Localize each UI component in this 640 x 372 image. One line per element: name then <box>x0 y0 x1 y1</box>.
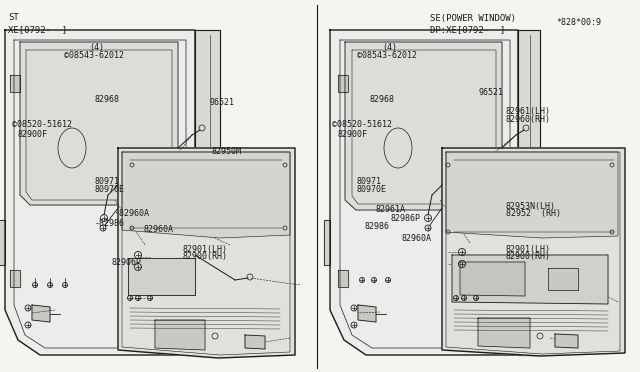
Polygon shape <box>128 258 195 295</box>
Text: 80970E: 80970E <box>356 185 387 194</box>
Text: 82968: 82968 <box>370 95 395 104</box>
Text: 82960A: 82960A <box>402 234 432 243</box>
Text: 82901(LH): 82901(LH) <box>182 246 227 254</box>
Text: 82986P: 82986P <box>390 214 420 223</box>
Text: 82900(RH): 82900(RH) <box>182 252 227 261</box>
Text: 82950M: 82950M <box>211 147 241 156</box>
Polygon shape <box>548 268 578 290</box>
Text: ST: ST <box>8 13 19 22</box>
Text: ©08543-62012: ©08543-62012 <box>357 51 417 60</box>
Text: 80971: 80971 <box>356 177 381 186</box>
Text: 82906P: 82906P <box>112 258 142 267</box>
Polygon shape <box>338 75 348 92</box>
Polygon shape <box>10 75 20 92</box>
Text: 82952  (RH): 82952 (RH) <box>506 209 561 218</box>
Text: ©08520-51612: ©08520-51612 <box>12 120 72 129</box>
Text: 82960(RH): 82960(RH) <box>506 115 550 124</box>
Text: 96521: 96521 <box>479 88 504 97</box>
Text: 80970E: 80970E <box>95 185 125 194</box>
Text: 82900F: 82900F <box>18 130 48 139</box>
Text: 82986: 82986 <box>365 222 390 231</box>
Text: DP:XE[0792-  ]: DP:XE[0792- ] <box>430 26 505 35</box>
Text: (4): (4) <box>90 43 104 52</box>
Text: ©08520-51612: ©08520-51612 <box>332 120 392 129</box>
Text: 80971: 80971 <box>95 177 120 186</box>
Polygon shape <box>345 42 502 210</box>
Text: XE[0792-  ]: XE[0792- ] <box>8 26 67 35</box>
Polygon shape <box>358 305 376 322</box>
Text: ©08543-62012: ©08543-62012 <box>64 51 124 60</box>
Text: 82961A: 82961A <box>376 205 406 214</box>
Polygon shape <box>460 262 525 296</box>
Polygon shape <box>20 42 178 205</box>
Text: 82900(RH): 82900(RH) <box>506 252 550 261</box>
Text: ·82960A: ·82960A <box>114 209 149 218</box>
Text: -82986: -82986 <box>95 219 125 228</box>
Polygon shape <box>118 148 295 358</box>
Polygon shape <box>555 334 578 348</box>
Text: SE(POWER WINDOW): SE(POWER WINDOW) <box>430 13 516 22</box>
Polygon shape <box>155 320 205 350</box>
Polygon shape <box>452 255 608 304</box>
Polygon shape <box>10 270 20 287</box>
Text: 96521: 96521 <box>210 98 235 107</box>
Text: 82961(LH): 82961(LH) <box>506 107 550 116</box>
Polygon shape <box>518 30 540 355</box>
Text: 82901(LH): 82901(LH) <box>506 246 550 254</box>
Text: *828*00:9: *828*00:9 <box>557 18 602 27</box>
Polygon shape <box>330 30 518 355</box>
Polygon shape <box>324 220 330 265</box>
Text: (4): (4) <box>383 43 397 52</box>
Polygon shape <box>5 30 195 355</box>
Polygon shape <box>245 335 265 349</box>
Polygon shape <box>195 30 220 355</box>
Text: 82960A: 82960A <box>144 225 174 234</box>
Polygon shape <box>122 152 290 238</box>
Text: 82968: 82968 <box>95 95 120 104</box>
Polygon shape <box>32 305 50 322</box>
Polygon shape <box>442 148 625 356</box>
Polygon shape <box>338 270 348 287</box>
Text: 82900F: 82900F <box>338 130 368 139</box>
Polygon shape <box>478 318 530 348</box>
Text: 82953N(LH): 82953N(LH) <box>506 202 556 211</box>
Polygon shape <box>0 220 5 265</box>
Polygon shape <box>446 152 618 238</box>
